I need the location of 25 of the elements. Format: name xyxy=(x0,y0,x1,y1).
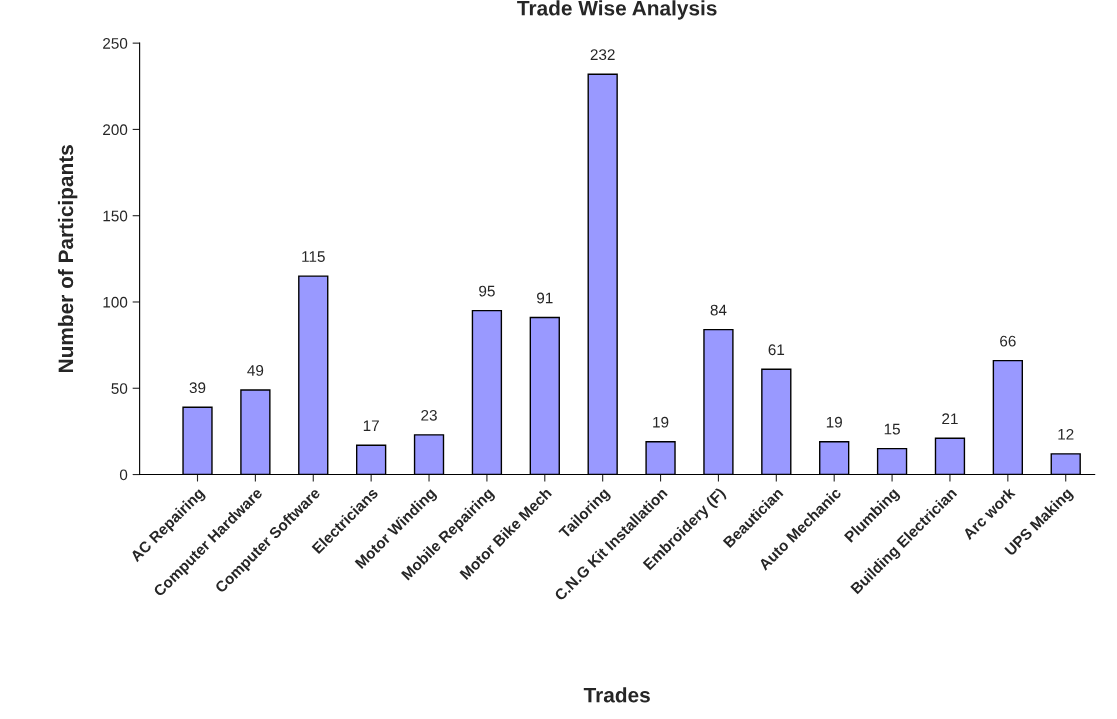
data-label: 232 xyxy=(590,49,615,61)
data-label: 49 xyxy=(247,365,264,376)
data-label: 19 xyxy=(826,416,842,428)
y-tick-label: 150 xyxy=(103,210,128,222)
y-tick-label: 50 xyxy=(111,383,128,394)
data-label: 95 xyxy=(479,285,495,297)
data-label: 115 xyxy=(302,251,325,262)
data-label: 61 xyxy=(768,344,785,356)
data-label: 12 xyxy=(1058,428,1074,440)
y-axis-title: Number of Participants xyxy=(57,145,78,373)
data-label: 21 xyxy=(942,413,958,425)
y-tick-label: 0 xyxy=(119,469,128,481)
data-label: 91 xyxy=(537,292,553,304)
data-label: 15 xyxy=(884,423,900,435)
data-label: 84 xyxy=(710,304,727,316)
data-label: 17 xyxy=(363,420,379,431)
data-label: 19 xyxy=(653,416,669,428)
chart-title: Trade Wise Analysis xyxy=(517,0,717,20)
x-axis-title: Trades xyxy=(583,687,650,703)
data-label: 66 xyxy=(1000,335,1016,347)
data-label: 39 xyxy=(189,382,206,394)
y-tick-label: 100 xyxy=(103,296,128,308)
y-tick-label: 250 xyxy=(103,38,128,49)
data-label: 23 xyxy=(421,409,437,421)
y-tick-label: 200 xyxy=(103,124,128,136)
